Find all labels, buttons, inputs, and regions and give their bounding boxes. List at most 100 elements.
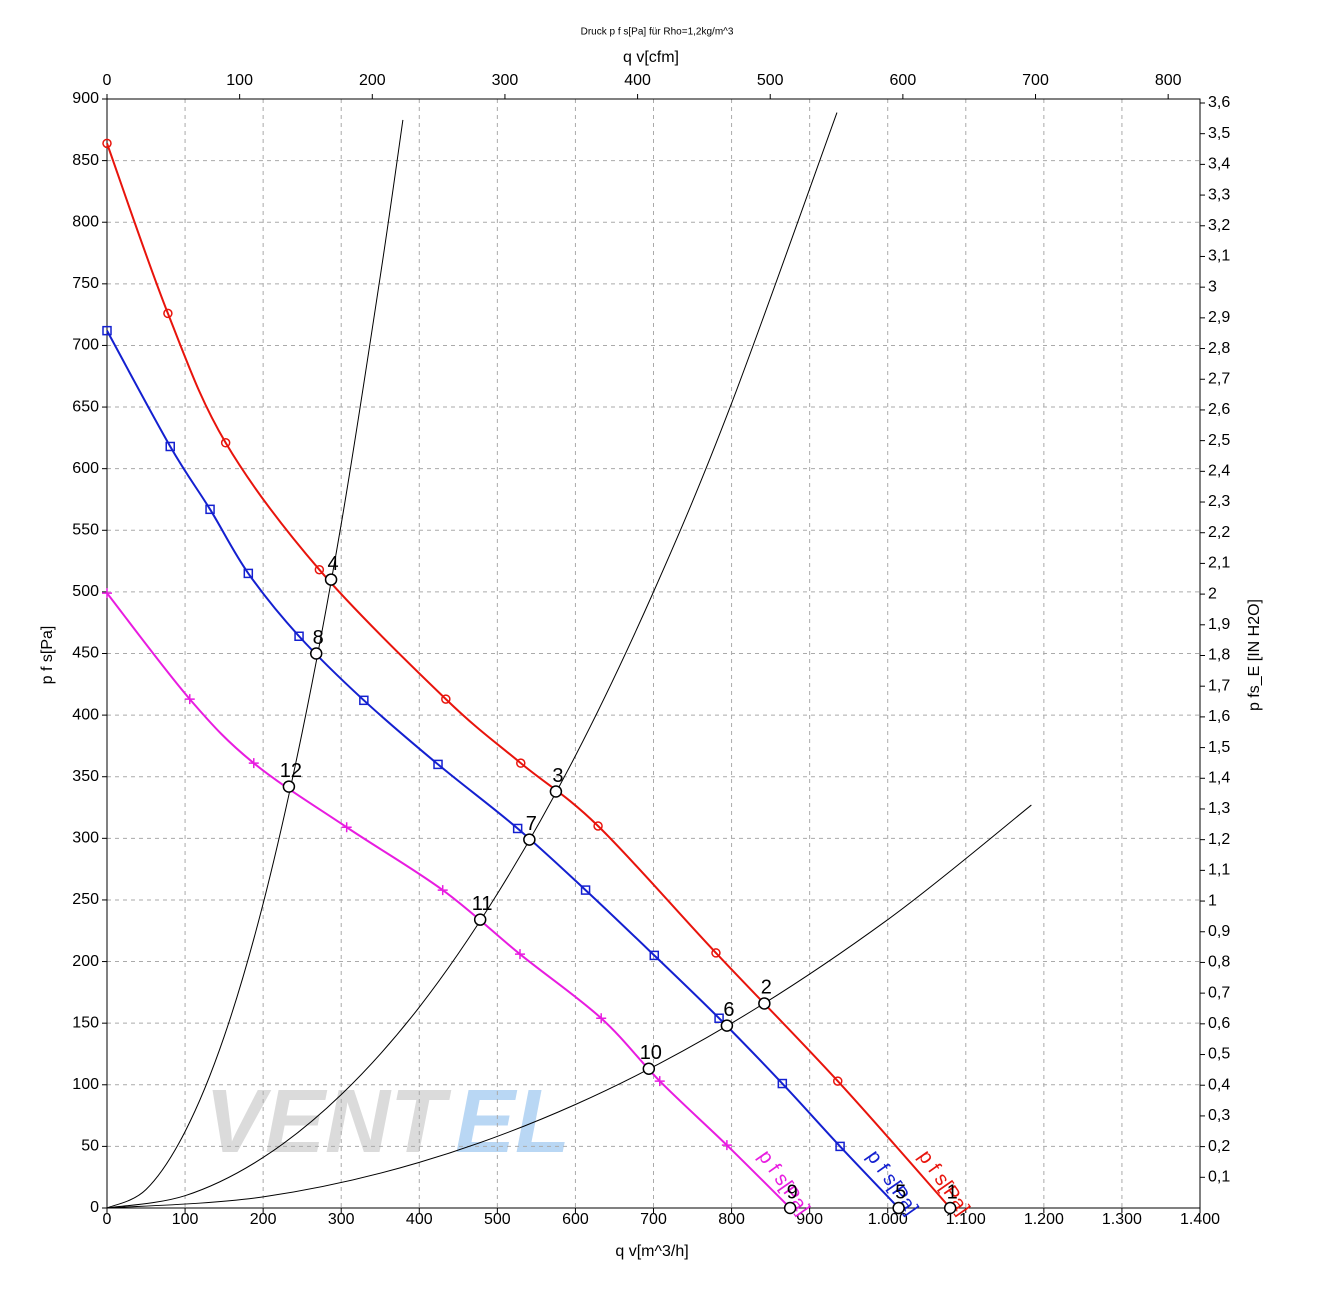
y2-tick-label: 1,8 — [1208, 647, 1230, 664]
x-tick-label: 200 — [250, 1211, 277, 1228]
fan-curve — [106, 330, 900, 1209]
x-tick-label: 1.100 — [946, 1211, 986, 1228]
x-tick-label: 0 — [103, 1211, 112, 1228]
marker — [835, 1141, 845, 1152]
operating-point — [309, 647, 323, 660]
x-tick-label: 700 — [640, 1211, 667, 1228]
y-tick-label: 550 — [72, 521, 99, 538]
y2-tick-label: 1,5 — [1208, 739, 1230, 756]
y2-tick-label: 3,2 — [1208, 217, 1230, 234]
y-tick-label: 750 — [72, 275, 99, 292]
marker — [248, 758, 259, 769]
marker — [714, 1013, 724, 1023]
y2-tick-label: 2,6 — [1208, 401, 1230, 418]
y-tick-label: 100 — [72, 1076, 99, 1093]
marker — [441, 694, 451, 704]
y2-tick-label: 3,1 — [1208, 248, 1230, 265]
y-tick-label: 850 — [72, 152, 99, 169]
y2-tick-label: 2,3 — [1208, 493, 1230, 510]
marker — [580, 885, 591, 895]
operating-point — [943, 1201, 957, 1215]
operating-point — [758, 997, 771, 1010]
marker — [654, 1076, 665, 1087]
marker — [711, 948, 721, 958]
x-tick-label: 800 — [718, 1211, 745, 1228]
operating-point — [892, 1201, 905, 1215]
marker — [359, 695, 369, 706]
marker — [294, 631, 304, 641]
operating-point-label: 11 — [472, 893, 493, 915]
fan-curve — [106, 592, 791, 1209]
y2-tick-label: 0,1 — [1208, 1169, 1230, 1186]
y2-tick-label: 2,9 — [1208, 309, 1230, 326]
marker — [205, 504, 215, 515]
x-tick-label: 300 — [328, 1211, 355, 1228]
marker — [184, 694, 195, 705]
x-axis-label: q v[m^3/h] — [615, 1243, 688, 1260]
marker — [165, 441, 175, 452]
x2-tick-label: 300 — [492, 72, 519, 89]
y2-tick-label: 1,7 — [1208, 677, 1230, 694]
y2-tick-label: 2,2 — [1208, 524, 1230, 541]
operating-point — [783, 1201, 797, 1215]
watermark-text: EL — [455, 1072, 570, 1172]
marker — [514, 949, 525, 960]
y2-tick-label: 2,1 — [1208, 555, 1230, 572]
operating-point-label: 1 — [947, 1181, 958, 1203]
operating-point-label: 5 — [895, 1181, 906, 1203]
marker — [163, 308, 173, 319]
x-tick-label: 1.300 — [1102, 1211, 1142, 1228]
y2-tick-label: 3,4 — [1208, 156, 1230, 173]
y-tick-label: 700 — [72, 337, 99, 354]
x2-tick-label: 200 — [359, 72, 386, 89]
fan-curve — [106, 143, 951, 1209]
operating-point-label: 3 — [552, 765, 563, 787]
y2-axis-label: p fs_E [IN H2O] — [1246, 599, 1263, 711]
y-tick-label: 150 — [72, 1014, 99, 1031]
marker — [832, 1076, 843, 1086]
x2-tick-label: 100 — [226, 72, 253, 89]
operating-point — [549, 785, 563, 798]
marker — [596, 1013, 607, 1024]
y2-tick-label: 1,2 — [1208, 831, 1230, 848]
operating-point-label: 9 — [787, 1181, 798, 1203]
y-tick-label: 450 — [72, 645, 99, 662]
x-tick-label: 400 — [406, 1211, 433, 1228]
y-tick-label: 500 — [72, 583, 99, 600]
plot-frame — [106, 98, 1201, 1209]
operating-point — [642, 1062, 656, 1076]
marker — [437, 885, 448, 896]
marker — [721, 1140, 732, 1151]
marker — [102, 325, 112, 336]
marker — [102, 138, 112, 149]
marker — [593, 821, 603, 831]
y2-tick-label: 0,9 — [1208, 923, 1230, 940]
operating-point-label: 8 — [313, 627, 324, 649]
marker — [243, 568, 254, 579]
watermark-text: VENT — [205, 1072, 452, 1172]
y-tick-label: 400 — [72, 706, 99, 723]
x2-tick-label: 800 — [1155, 72, 1182, 89]
operating-point — [324, 573, 338, 586]
y2-tick-label: 0,2 — [1208, 1138, 1230, 1155]
y2-tick-label: 2,4 — [1208, 463, 1230, 480]
y-tick-label: 650 — [72, 398, 99, 415]
y2-tick-label: 1,6 — [1208, 708, 1230, 725]
y2-tick-label: 0,3 — [1208, 1107, 1230, 1124]
x2-tick-label: 500 — [757, 72, 784, 89]
x-tick-label: 1.000 — [868, 1211, 908, 1228]
y2-tick-label: 3 — [1208, 278, 1217, 295]
operating-point-label: 6 — [723, 999, 734, 1021]
y2-tick-label: 2,5 — [1208, 432, 1230, 449]
x-tick-label: 100 — [172, 1211, 199, 1228]
y2-tick-label: 0,4 — [1208, 1076, 1230, 1093]
y-axis-label: p f s[Pa] — [39, 626, 56, 685]
chart-title: Druck p f s[Pa] für Rho=1,2kg/m^3 — [581, 27, 734, 38]
y2-tick-label: 2,7 — [1208, 370, 1230, 387]
system-curve — [106, 119, 404, 1209]
y-tick-label: 600 — [72, 460, 99, 477]
y-tick-label: 200 — [72, 953, 99, 970]
y-tick-label: 900 — [72, 90, 99, 107]
y2-tick-label: 0,7 — [1208, 984, 1230, 1001]
